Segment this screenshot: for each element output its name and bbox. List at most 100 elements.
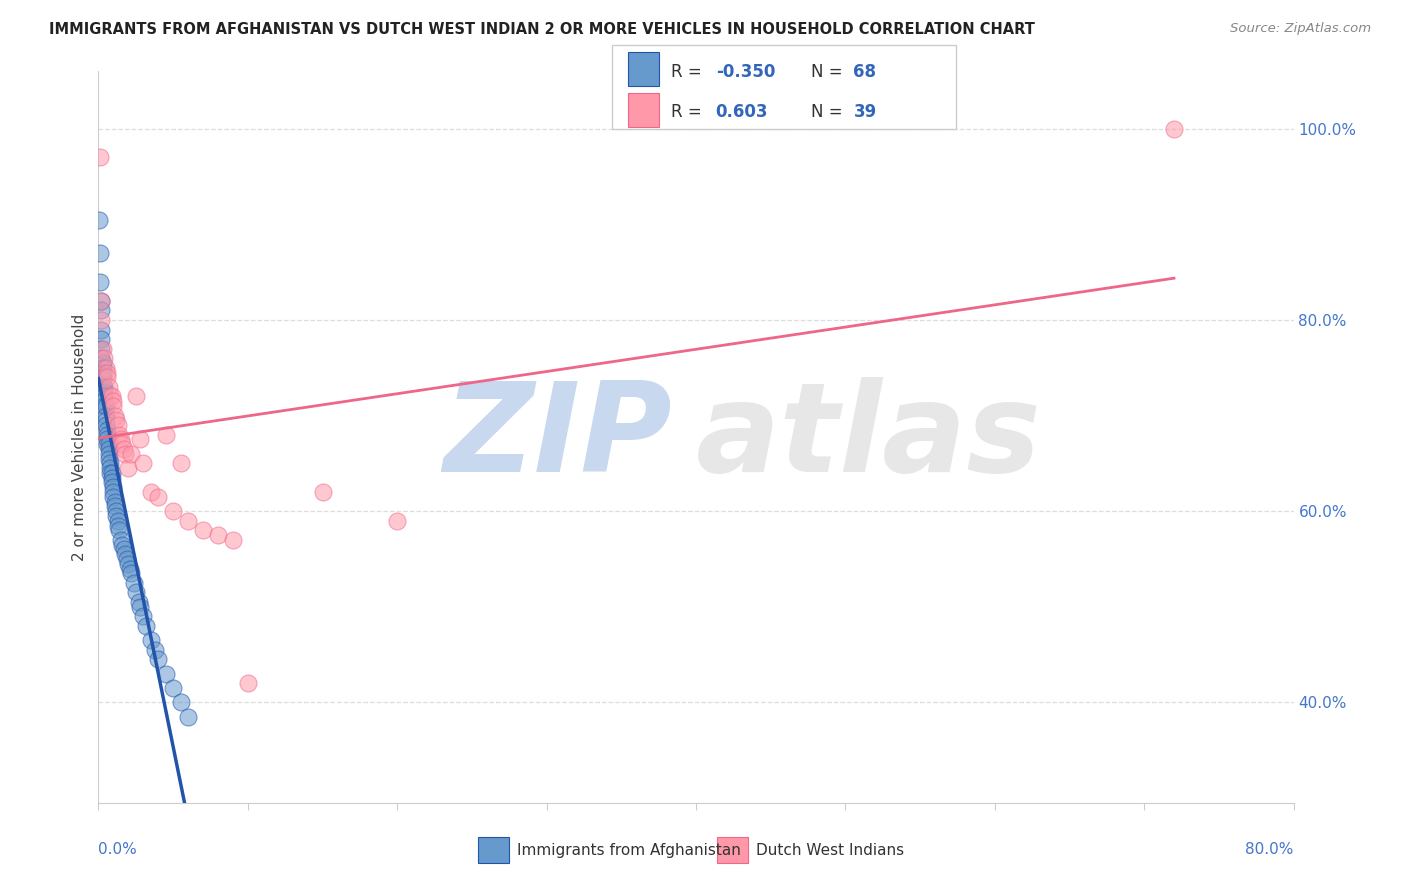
Point	[90, 293, 112, 308]
Point	[98, 456, 122, 470]
Point	[103, 480, 125, 494]
Point	[148, 652, 170, 666]
Point	[118, 561, 141, 575]
Point	[93, 399, 115, 413]
Point	[222, 533, 245, 547]
Point	[96, 370, 118, 384]
Point	[128, 595, 150, 609]
Y-axis label: 2 or more Vehicles in Household: 2 or more Vehicles in Household	[72, 313, 87, 561]
Point	[93, 351, 115, 366]
Point	[107, 418, 129, 433]
Point	[96, 427, 118, 442]
Point	[97, 442, 120, 456]
Point	[94, 418, 117, 433]
Point	[162, 681, 184, 695]
Point	[120, 447, 142, 461]
Text: N =: N =	[811, 103, 848, 121]
Text: R =: R =	[671, 62, 707, 80]
Point	[96, 433, 118, 447]
Point	[135, 619, 157, 633]
Point	[110, 433, 132, 447]
Point	[90, 293, 112, 308]
Point	[114, 447, 136, 461]
Point	[101, 466, 124, 480]
Point	[311, 485, 333, 500]
Point	[90, 303, 112, 318]
Point	[105, 413, 128, 427]
Point	[94, 409, 117, 423]
Point	[132, 609, 155, 624]
Point	[101, 389, 124, 403]
Point	[103, 399, 125, 413]
Point	[90, 313, 112, 327]
Point	[97, 451, 120, 466]
Point	[155, 427, 177, 442]
Point	[103, 490, 125, 504]
Point	[177, 710, 200, 724]
Text: N =: N =	[811, 62, 848, 80]
Point	[91, 370, 114, 384]
Point	[385, 514, 409, 528]
Point	[112, 542, 135, 557]
Point	[111, 538, 134, 552]
Text: atlas: atlas	[696, 376, 1042, 498]
Point	[89, 275, 111, 289]
Point	[94, 413, 117, 427]
Text: 0.0%: 0.0%	[98, 842, 138, 856]
Point	[207, 528, 229, 542]
Point	[120, 566, 142, 581]
Text: 39: 39	[853, 103, 877, 121]
Point	[104, 500, 127, 514]
Text: R =: R =	[671, 103, 711, 121]
Point	[91, 380, 114, 394]
Point	[104, 409, 127, 423]
Point	[125, 389, 148, 403]
Point	[93, 380, 115, 394]
Point	[89, 150, 111, 164]
Point	[94, 399, 117, 413]
Point	[236, 676, 259, 690]
Point	[143, 642, 166, 657]
Point	[94, 360, 117, 375]
Point	[97, 447, 120, 461]
Point	[162, 504, 184, 518]
Point	[108, 524, 131, 538]
Point	[1163, 121, 1185, 136]
Text: Immigrants from Afghanistan: Immigrants from Afghanistan	[517, 843, 741, 857]
Point	[97, 380, 120, 394]
Point	[112, 442, 135, 456]
Point	[89, 246, 111, 260]
Point	[103, 485, 125, 500]
Point	[93, 384, 115, 399]
Point	[90, 351, 112, 366]
Point	[98, 461, 122, 475]
Point	[98, 389, 122, 403]
Point	[103, 394, 125, 409]
Point	[93, 394, 115, 409]
Point	[91, 366, 114, 380]
Point	[169, 695, 191, 709]
Point	[115, 552, 138, 566]
Point	[117, 461, 139, 475]
Point	[91, 360, 114, 375]
Text: 68: 68	[853, 62, 876, 80]
Point	[139, 485, 162, 500]
Point	[129, 433, 152, 447]
Point	[125, 585, 148, 599]
Point	[96, 437, 118, 451]
Point	[148, 490, 170, 504]
Point	[97, 437, 120, 451]
Text: Source: ZipAtlas.com: Source: ZipAtlas.com	[1230, 22, 1371, 36]
Point	[98, 466, 122, 480]
Point	[91, 342, 114, 356]
Point	[105, 504, 128, 518]
Point	[101, 475, 124, 490]
Point	[191, 524, 214, 538]
Point	[110, 533, 132, 547]
Text: ZIP: ZIP	[443, 376, 672, 498]
Point	[104, 494, 127, 508]
Text: -0.350: -0.350	[716, 62, 775, 80]
Point	[93, 389, 115, 403]
Point	[155, 666, 177, 681]
Point	[90, 342, 112, 356]
